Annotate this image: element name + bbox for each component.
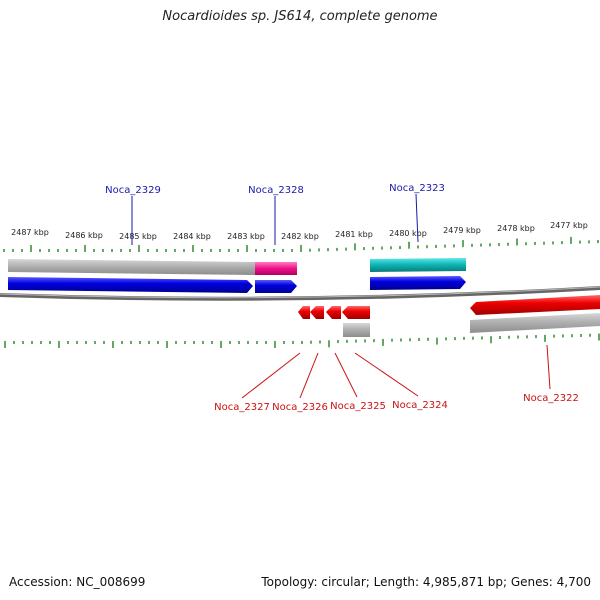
- gene-label-noca-2325[interactable]: Noca_2325: [330, 401, 386, 412]
- ruler-label: 2477 kbp: [550, 221, 588, 230]
- ruler-label: 2483 kbp: [227, 232, 265, 241]
- cds-arrow-noca-2322[interactable]: [470, 295, 600, 315]
- gene-label-noca-2324[interactable]: Noca_2324: [392, 400, 448, 411]
- accession-text: Accession: NC_008699: [9, 575, 146, 589]
- gene-bar-noca-2322-grey[interactable]: [470, 313, 600, 333]
- ruler-label: 2485 kbp: [119, 232, 157, 241]
- leader-noca-2326: [299, 352, 319, 399]
- ruler-label: 2481 kbp: [335, 230, 373, 239]
- leader-noca-2323: [415, 193, 419, 243]
- ruler-label: 2480 kbp: [389, 229, 427, 238]
- gene-label-noca-2327[interactable]: Noca_2327: [214, 402, 270, 413]
- gene-bar-noca-2323-cyan[interactable]: [370, 258, 466, 272]
- summary-text: Topology: circular; Length: 4,985,871 bp…: [261, 575, 591, 589]
- gene-bar-noca-2328-magenta[interactable]: [255, 262, 297, 275]
- gene-label-noca-2322[interactable]: Noca_2322: [523, 393, 579, 404]
- ruler-labels: 2487 kbp 2486 kbp 2485 kbp 2484 kbp 2483 kbp…: [11, 221, 588, 241]
- gene-bar-noca-2329-grey[interactable]: [8, 259, 255, 275]
- gene-label-noca-2323[interactable]: Noca_2323: [389, 183, 445, 194]
- ruler-label: 2487 kbp: [11, 228, 49, 237]
- leader-noca-2325: [334, 352, 358, 398]
- cds-arrow-noca-2329[interactable]: [8, 277, 253, 293]
- leader-noca-2327: [241, 352, 301, 399]
- inner-ruler-ticks: [4, 333, 600, 348]
- cds-arrow-noca-2326[interactable]: [310, 306, 324, 319]
- ruler-label: 2486 kbp: [65, 231, 103, 240]
- gene-bar-noca-2324-grey[interactable]: [343, 323, 370, 337]
- gene-label-noca-2328[interactable]: Noca_2328: [248, 185, 304, 196]
- ruler-label: 2484 kbp: [173, 232, 211, 241]
- map-title: Nocardioides sp. JS614, complete genome: [162, 9, 438, 24]
- cds-arrow-noca-2328[interactable]: [255, 280, 297, 293]
- cds-arrow-noca-2327[interactable]: [298, 306, 310, 319]
- cds-arrow-noca-2325[interactable]: [326, 306, 341, 319]
- outer-ruler-ticks: [3, 236, 599, 252]
- leader-noca-2324: [354, 352, 419, 397]
- gene-label-noca-2329[interactable]: Noca_2329: [105, 185, 161, 196]
- ruler-label: 2482 kbp: [281, 232, 319, 241]
- leader-noca-2322: [546, 344, 551, 390]
- cds-arrow-noca-2324[interactable]: [342, 306, 370, 319]
- gene-label-noca-2326[interactable]: Noca_2326: [272, 402, 328, 413]
- ruler-label: 2478 kbp: [497, 224, 535, 233]
- ruler-label: 2479 kbp: [443, 226, 481, 235]
- cds-arrow-noca-2323[interactable]: [370, 276, 466, 290]
- genome-backbone: [0, 286, 600, 301]
